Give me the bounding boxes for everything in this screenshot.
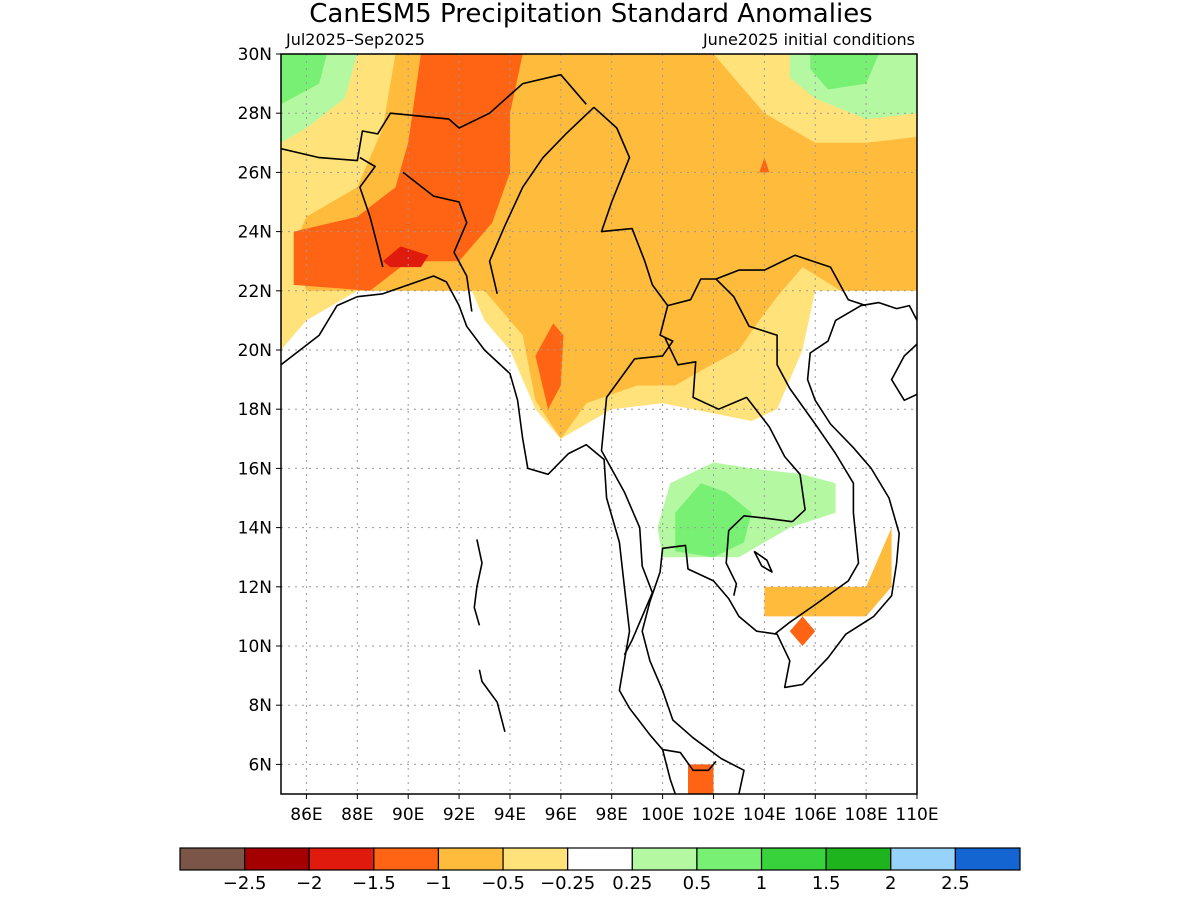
initial-conditions-label: June2025 initial conditions [702, 30, 915, 49]
colorbar-swatch [244, 847, 310, 871]
coastline-layer [281, 73, 917, 794]
coastline-hainan-edge [890, 343, 917, 402]
longitude-axis: 86E 88E 90E 92E 94E 96E 98E 100E 102E 104E 106E 108… [290, 794, 939, 825]
colorbar-legend: −2.5 −2 −1.5 −1 −0.5 −0.25 0.25 0.5 1 1.5 2 2.5 [179, 847, 1021, 894]
colorbar-label: −0.25 [540, 873, 595, 894]
colorbar-label: −2 [296, 873, 323, 894]
lon-tick-label: 102E [692, 805, 735, 825]
colorbar-label: −0.5 [481, 873, 525, 894]
map-area [280, 53, 918, 795]
colorbar-swatch [567, 847, 633, 871]
colorbar-label: 2.5 [941, 873, 970, 894]
lon-tick-label: 110E [895, 805, 938, 825]
anomaly-region-south-malay-strong [688, 764, 714, 794]
anomaly-region-bay-bengal-coast-strip [382, 246, 429, 268]
colorbar-swatch [954, 847, 1021, 871]
anomaly-region-cambodia-south-vietnam [764, 527, 892, 617]
anomaly-region-nw-wet-core [281, 54, 327, 105]
lat-tick-label: 24N [238, 223, 272, 243]
map-frame [280, 53, 918, 795]
lat-tick-label: 18N [238, 400, 272, 420]
lon-tick-label: 100E [641, 805, 684, 825]
lon-tick-label: 88E [341, 805, 373, 825]
latitude-axis: 30N 28N 26N 24N 22N 20N 18N 16N 14N 12N 10N 8N 6N [238, 45, 281, 775]
lon-tick-label: 104E [743, 805, 786, 825]
lat-tick-label: 30N [238, 45, 272, 65]
lon-tick-label: 98E [596, 805, 628, 825]
lat-tick-label: 26N [238, 163, 272, 183]
colorbar-label: −1 [425, 873, 452, 894]
colorbar-swatch [631, 847, 698, 871]
coastline-andaman-islands [473, 539, 483, 626]
coastline-tonle-sap [753, 550, 773, 573]
colorbar-label: 2 [885, 873, 896, 894]
colorbar-swatch [437, 847, 504, 871]
lat-tick-label: 22N [238, 282, 272, 302]
lon-tick-label: 94E [494, 805, 526, 825]
colorbar-label: 1.5 [812, 873, 841, 894]
coastline-india-nepal-border [281, 73, 587, 162]
lat-tick-label: 14N [238, 519, 272, 539]
anomaly-region-myanmar-drying-streak [535, 323, 564, 410]
colorbar-swatch [308, 847, 375, 871]
lat-tick-label: 12N [238, 578, 272, 598]
colorbar-swatch [179, 847, 246, 871]
colorbar-label: 1 [756, 873, 767, 894]
lat-tick-label: 6N [248, 755, 272, 775]
coastline-nicobar-islands [478, 669, 506, 733]
coastline-thailand-malaysia-border [662, 748, 717, 772]
coastline-laos-thailand-border [664, 337, 806, 523]
lon-tick-label: 90E [392, 805, 424, 825]
colorbar-label: −1.5 [352, 873, 396, 894]
coastline-myanmar-india-border [488, 106, 595, 294]
anomaly-region-thailand-wet-core [675, 483, 752, 558]
lat-tick-label: 8N [248, 696, 272, 716]
coastline-cambodia-thailand-border [725, 514, 793, 596]
lat-tick-label: 10N [238, 637, 272, 657]
forecast-period: Jul2025–Sep2025 [285, 30, 425, 49]
coastline-bangladesh-border [359, 156, 384, 268]
coastline-bangladesh-east-border [402, 171, 473, 312]
coastline-myanmar-china-border [593, 106, 867, 307]
colorbar-swatch [502, 847, 569, 871]
anomaly-region-mekong-delta-strong [789, 616, 816, 646]
map-title: CanESM5 Precipitation Standard Anomalies [309, 0, 872, 29]
anomaly-region-yunnan-spot [759, 157, 770, 173]
lon-tick-label: 86E [290, 805, 322, 825]
colorbar-swatch [373, 847, 440, 871]
coastline-bay-of-bengal-coast [281, 275, 677, 794]
colorbar-swatch [696, 847, 763, 871]
colorbar-label: 0.5 [683, 873, 712, 894]
lon-tick-label: 96E [545, 805, 577, 825]
lat-tick-label: 28N [238, 104, 272, 124]
coastline-myanmar-thailand-border [600, 305, 674, 656]
lon-tick-label: 92E [443, 805, 475, 825]
lat-tick-label: 20N [238, 341, 272, 361]
lon-tick-label: 108E [845, 805, 888, 825]
colorbar-swatch [825, 847, 892, 871]
colorbar-label: 0.25 [612, 873, 652, 894]
colorbar-label: −2.5 [223, 873, 267, 894]
coastline-gulf-of-thailand-coast [641, 301, 917, 794]
lat-tick-label: 16N [238, 459, 272, 479]
lon-tick-label: 106E [794, 805, 837, 825]
colorbar-swatch [760, 847, 827, 871]
colorbar-swatch [890, 847, 956, 871]
coastline-laos-vietnam-border [715, 278, 860, 635]
anomaly-region-ne-wet-core [810, 54, 879, 90]
